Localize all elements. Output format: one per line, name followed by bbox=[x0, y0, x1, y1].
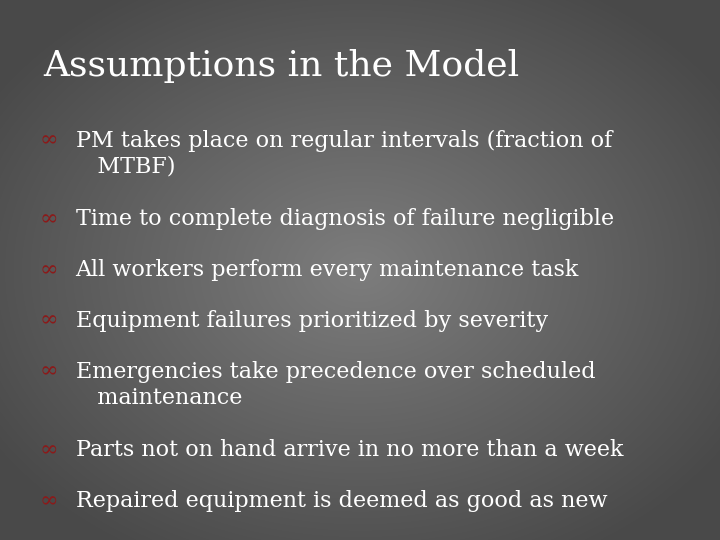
Text: PM takes place on regular intervals (fraction of
   MTBF): PM takes place on regular intervals (fra… bbox=[76, 130, 612, 178]
Text: ∞: ∞ bbox=[40, 490, 58, 512]
Text: ∞: ∞ bbox=[40, 259, 58, 281]
Text: Parts not on hand arrive in no more than a week: Parts not on hand arrive in no more than… bbox=[76, 439, 623, 461]
Text: Emergencies take precedence over scheduled
   maintenance: Emergencies take precedence over schedul… bbox=[76, 361, 595, 409]
Text: All workers perform every maintenance task: All workers perform every maintenance ta… bbox=[76, 259, 579, 281]
Text: ∞: ∞ bbox=[40, 361, 58, 382]
Text: ∞: ∞ bbox=[40, 130, 58, 152]
Text: ∞: ∞ bbox=[40, 310, 58, 332]
Text: ∞: ∞ bbox=[40, 208, 58, 230]
Text: Repaired equipment is deemed as good as new: Repaired equipment is deemed as good as … bbox=[76, 490, 607, 512]
Text: Assumptions in the Model: Assumptions in the Model bbox=[43, 49, 519, 83]
Text: Equipment failures prioritized by severity: Equipment failures prioritized by severi… bbox=[76, 310, 548, 332]
Text: ∞: ∞ bbox=[40, 439, 58, 461]
Text: Time to complete diagnosis of failure negligible: Time to complete diagnosis of failure ne… bbox=[76, 208, 613, 230]
